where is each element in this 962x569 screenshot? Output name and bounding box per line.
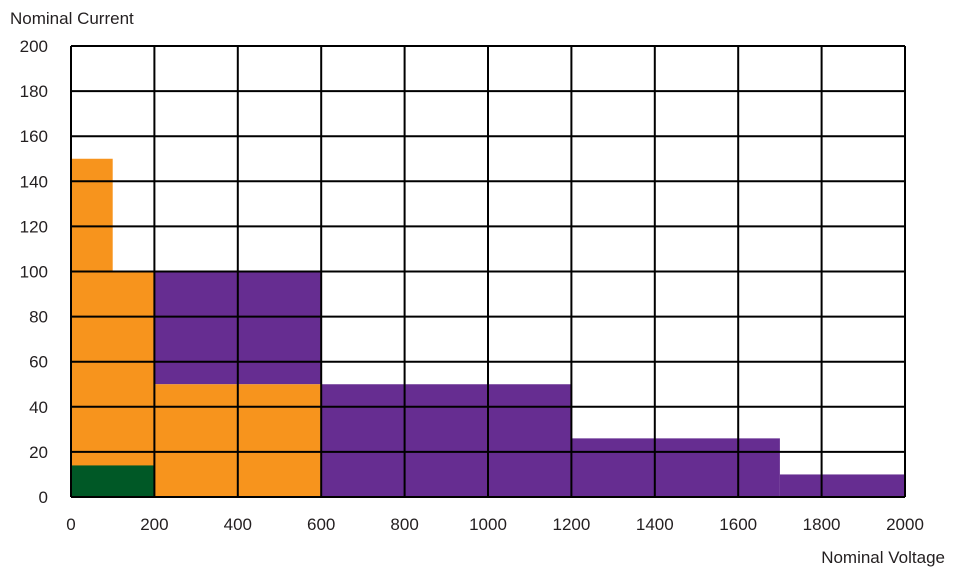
x-tick-labels: 0 200 400 600 800 1000 1200 1400 1600 1800 2000 [66, 515, 924, 534]
x-tick-label: 200 [140, 515, 168, 534]
y-tick-label: 0 [39, 488, 48, 507]
x-tick-label: 1200 [552, 515, 590, 534]
y-tick-label: 140 [20, 172, 48, 191]
y-tick-label: 40 [29, 398, 48, 417]
x-tick-label: 400 [224, 515, 252, 534]
y-tick-label: 60 [29, 353, 48, 372]
region-purple-1 [321, 384, 572, 497]
x-tick-label: 600 [307, 515, 335, 534]
x-tick-label: 1000 [469, 515, 507, 534]
region-purple-2 [571, 438, 780, 497]
x-tick-label: 1800 [803, 515, 841, 534]
regions-layer [71, 158, 905, 497]
y-tick-label: 200 [20, 37, 48, 56]
region-purple-3 [779, 474, 905, 497]
x-tick-label: 800 [390, 515, 418, 534]
y-tick-label: 80 [29, 308, 48, 327]
x-tick-label: 2000 [886, 515, 924, 534]
x-axis-title: Nominal Voltage [821, 548, 945, 567]
y-tick-label: 100 [20, 263, 48, 282]
y-tick-label: 180 [20, 82, 48, 101]
y-tick-label: 160 [20, 127, 48, 146]
region-orange-4 [71, 158, 113, 272]
region-orange-5 [71, 271, 155, 497]
y-tick-label: 120 [20, 217, 48, 236]
y-tick-label: 20 [29, 443, 48, 462]
x-tick-label: 0 [66, 515, 75, 534]
x-tick-label: 1400 [636, 515, 674, 534]
x-tick-label: 1600 [719, 515, 757, 534]
y-tick-labels: 0 20 40 60 80 100 120 140 160 180 200 [20, 37, 48, 507]
grid-layer [70, 45, 906, 498]
region-green-7 [71, 465, 155, 497]
y-axis-title: Nominal Current [10, 9, 134, 28]
